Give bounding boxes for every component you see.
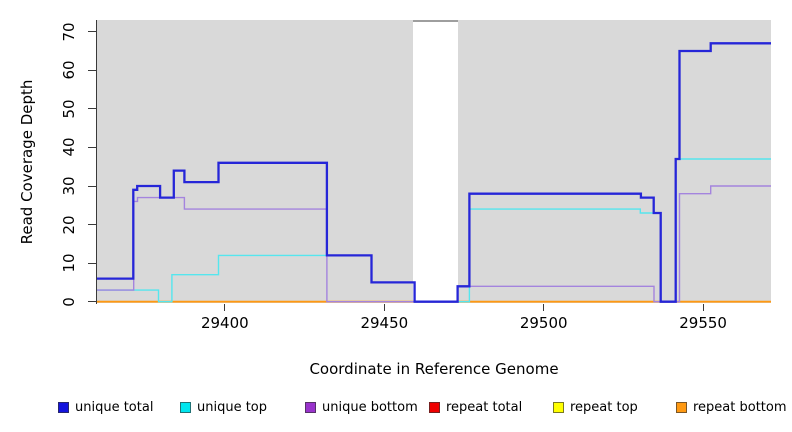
series-unique-total	[97, 42, 771, 303]
series-unique-bottom	[97, 185, 771, 303]
x-tick-label: 29400	[200, 314, 249, 332]
y-tick-label: 0	[60, 296, 78, 307]
legend-swatch-icon	[180, 402, 191, 413]
y-tick	[88, 69, 96, 71]
y-tick-label: 50	[60, 99, 78, 119]
y-tick-label: 20	[60, 215, 78, 235]
x-tick	[224, 304, 226, 311]
legend-swatch-icon	[58, 402, 69, 413]
legend-swatch-icon	[429, 402, 440, 413]
x-tick-label: 29450	[360, 314, 409, 332]
x-tick	[543, 304, 545, 311]
y-tick-label: 30	[60, 176, 78, 196]
x-tick	[383, 304, 385, 311]
y-tick	[88, 185, 96, 187]
legend-label: unique total	[75, 400, 154, 415]
y-tick-label: 70	[60, 22, 78, 42]
x-tick	[702, 304, 704, 311]
x-tick-label: 29500	[519, 314, 568, 332]
series-unique-top	[97, 158, 771, 303]
plot-area	[97, 20, 771, 303]
y-axis-title: Read Coverage Depth	[18, 79, 36, 245]
legend-label: unique bottom	[322, 400, 418, 415]
legend-label: repeat total	[446, 400, 523, 415]
legend-label: repeat bottom	[693, 400, 787, 415]
y-tick	[88, 301, 96, 303]
x-axis-title: Coordinate in Reference Genome	[309, 360, 559, 378]
legend-swatch-icon	[305, 402, 316, 413]
series-lines	[97, 42, 771, 303]
y-tick-label: 40	[60, 137, 78, 157]
y-tick	[88, 146, 96, 148]
legend-swatch-icon	[553, 402, 564, 413]
y-tick-label: 60	[60, 60, 78, 80]
y-tick	[88, 108, 96, 110]
legend-swatch-icon	[676, 402, 687, 413]
y-tick	[88, 224, 96, 226]
y-tick	[88, 262, 96, 264]
legend-label: repeat top	[570, 400, 638, 415]
x-tick-label: 29550	[679, 314, 727, 332]
y-tick-label: 10	[60, 253, 78, 273]
masked-region-band	[413, 20, 458, 303]
legend-label: unique top	[197, 400, 268, 415]
y-axis-line	[96, 20, 97, 304]
y-tick	[88, 31, 96, 33]
